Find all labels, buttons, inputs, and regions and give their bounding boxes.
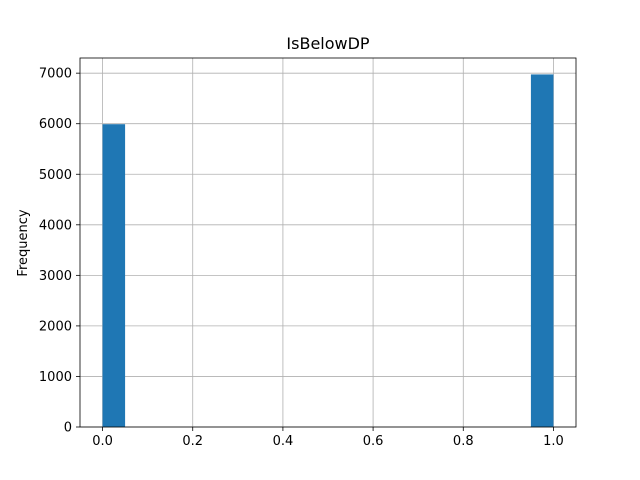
y-tick-label: 4000 [39, 218, 72, 233]
ticks: 0.0 0.2 0.4 0.6 0.8 1.0 0 1000 2000 3000 4000 5000 6… [39, 67, 564, 449]
y-tick-label: 7000 [39, 67, 72, 82]
bars [102, 74, 554, 428]
axes-frame [79, 57, 577, 428]
x-tick-label: 0.8 [453, 434, 474, 449]
x-tick-label: 0.0 [92, 434, 113, 449]
y-tick-label: 1000 [39, 370, 72, 385]
y-tick-label: 5000 [39, 168, 72, 183]
y-tick-label: 0 [64, 421, 72, 436]
grid-lines [80, 58, 576, 428]
y-tick-label: 6000 [39, 117, 72, 132]
histogram-bar [102, 124, 126, 428]
y-axis-label: Frequency [16, 209, 31, 276]
y-tick-label: 3000 [39, 269, 72, 284]
x-tick-label: 0.2 [182, 434, 203, 449]
chart-title: IsBelowDP [286, 34, 370, 53]
x-tick-label: 1.0 [543, 434, 564, 449]
axes [79, 57, 577, 428]
histogram-bar [530, 74, 554, 427]
x-tick-label: 0.6 [363, 434, 384, 449]
y-tick-label: 2000 [39, 319, 72, 334]
x-tick-label: 0.4 [273, 434, 294, 449]
